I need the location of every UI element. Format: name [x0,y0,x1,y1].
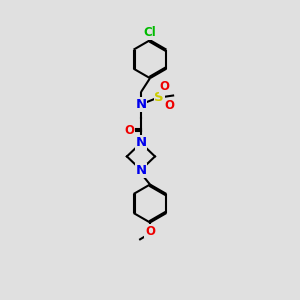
Text: Cl: Cl [144,26,156,39]
Text: O: O [164,99,174,112]
Text: O: O [124,124,134,137]
Text: O: O [160,80,170,93]
Text: S: S [154,91,164,104]
Text: N: N [135,136,146,149]
Text: N: N [135,164,146,177]
Text: N: N [135,98,146,111]
Text: O: O [145,225,155,238]
